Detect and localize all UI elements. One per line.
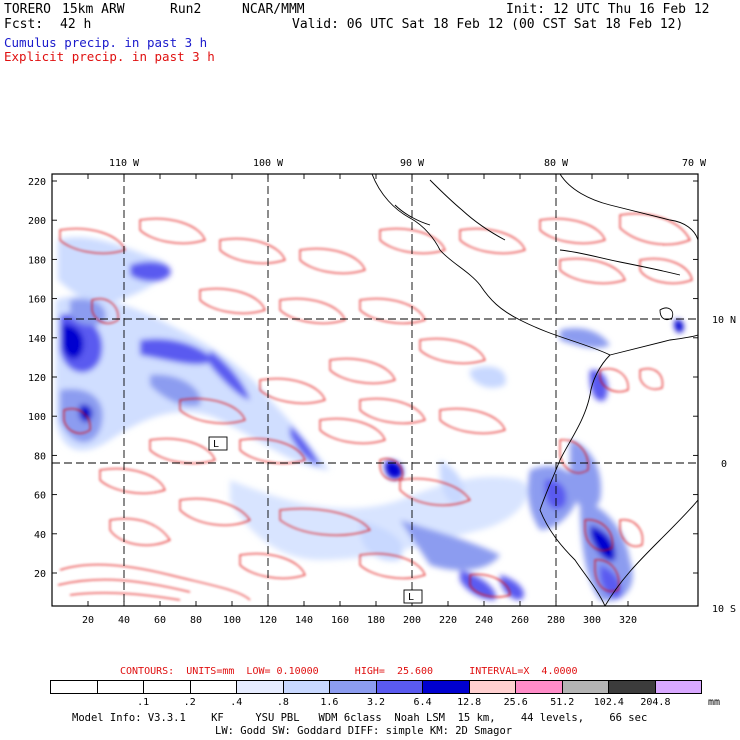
longitude-label: 100 W <box>253 158 284 169</box>
x-tick-label: 320 <box>619 615 637 626</box>
fcst-value: 42 h <box>60 17 92 32</box>
y-tick-label: 80 <box>34 451 46 462</box>
legend-swatch <box>469 681 516 693</box>
legend-value: 12.8 <box>457 697 482 708</box>
x-tick-label: 220 <box>439 615 457 626</box>
fcst-label: Fcst: <box>4 17 44 32</box>
legend-swatch <box>144 681 191 693</box>
field-explicit-title: Explicit precip. in past 3 h <box>4 49 215 64</box>
field-cumulus-title: Cumulus precip. in past 3 h <box>4 35 208 50</box>
legend-unit: mm <box>708 697 721 708</box>
y-tick-label: 160 <box>28 295 46 306</box>
y-tick-label: 40 <box>34 530 46 541</box>
svg-text:L: L <box>408 592 414 603</box>
legend-swatch <box>237 681 284 693</box>
legend-swatch <box>283 681 330 693</box>
legend-swatch <box>97 681 144 693</box>
x-tick-label: 20 <box>82 615 94 626</box>
color-legend <box>50 680 702 694</box>
legend-value: 3.2 <box>366 697 386 708</box>
x-tick-label: 60 <box>154 615 166 626</box>
model-info-line1: Model Info: V3.3.1 KF YSU PBL WDM 6class… <box>72 712 648 724</box>
valid-time: Valid: 06 UTC Sat 18 Feb 12 (00 CST Sat … <box>292 17 684 32</box>
legend-value: 1.6 <box>320 697 339 708</box>
x-tick-label: 140 <box>295 615 313 626</box>
x-tick-label: 280 <box>547 615 565 626</box>
legend-value: 204.8 <box>640 697 671 708</box>
legend-swatch <box>609 681 656 693</box>
x-tick-label: 100 <box>223 615 241 626</box>
legend-swatch <box>655 681 701 693</box>
svg-text:L: L <box>213 439 219 450</box>
legend-value: 51.2 <box>550 697 575 708</box>
latitude-label: 10 S <box>712 604 736 615</box>
legend-swatch <box>516 681 563 693</box>
legend-swatch <box>330 681 377 693</box>
explicit-precip-contours <box>57 213 693 601</box>
legend-swatch <box>423 681 470 693</box>
y-tick-label: 60 <box>34 491 46 502</box>
legend-swatch <box>51 681 98 693</box>
legend-value: .1 <box>137 697 150 708</box>
x-tick-label: 240 <box>475 615 493 626</box>
init-time: Init: 12 UTC Thu 16 Feb 12 <box>506 2 710 17</box>
longitude-label: 90 W <box>400 158 425 169</box>
contours-info: CONTOURS: UNITS=mm LOW= 0.10000 HIGH= 25… <box>120 666 578 677</box>
legend-value: .8 <box>276 697 289 708</box>
legend-value: 25.6 <box>503 697 528 708</box>
y-tick-label: 20 <box>34 569 46 580</box>
legend-labels: .1 .2 .4 .8 1.6 3.2 6.4 12.8 25.6 51.2 102.4 204.8 <box>50 697 702 709</box>
latitude-labels: 10 N 0 10 S <box>712 315 736 615</box>
y-tick-label: 180 <box>28 255 46 266</box>
y-tick-label: 220 <box>28 177 46 188</box>
y-grid-ticks: 220 200 180 160 140 120 100 80 60 40 20 <box>28 177 698 580</box>
legend-value: .2 <box>183 697 196 708</box>
low-marker-2: L <box>403 589 423 604</box>
low-marker-1: L <box>208 436 228 451</box>
run-label: Run2 <box>170 2 202 17</box>
y-tick-label: 120 <box>28 373 46 384</box>
legend-swatch <box>562 681 609 693</box>
y-tick-label: 200 <box>28 216 46 227</box>
model-name: TORERO <box>4 2 51 17</box>
coastline <box>371 174 698 606</box>
longitude-label: 80 W <box>544 158 569 169</box>
model-info-line2: LW: Godd SW: Goddard DIFF: simple KM: 2D… <box>215 725 513 737</box>
graticule <box>52 174 698 606</box>
map-frame <box>51 173 699 607</box>
precip-shading <box>56 237 684 601</box>
legend-value: 102.4 <box>593 697 624 708</box>
y-tick-label: 140 <box>28 334 46 345</box>
longitude-label: 110 W <box>109 158 140 169</box>
x-tick-label: 160 <box>331 615 349 626</box>
x-tick-label: 260 <box>511 615 529 626</box>
x-tick-label: 300 <box>583 615 601 626</box>
longitude-labels: 110 W 100 W 90 W 80 W 70 W <box>109 158 707 169</box>
x-tick-label: 80 <box>190 615 202 626</box>
latitude-label: 0 <box>721 459 727 470</box>
x-tick-label: 200 <box>403 615 421 626</box>
x-tick-label: 120 <box>259 615 277 626</box>
longitude-label: 70 W <box>682 158 707 169</box>
y-tick-label: 100 <box>28 412 46 423</box>
legend-swatch <box>190 681 237 693</box>
latitude-label: 10 N <box>712 315 736 326</box>
legend-value: .4 <box>230 697 243 708</box>
x-tick-label: 180 <box>367 615 385 626</box>
grid-label: 15km ARW <box>62 2 125 17</box>
x-grid-ticks: 20 40 60 80 100 120 140 160 180 200 220 240 260 280 30… <box>82 174 637 626</box>
x-tick-label: 40 <box>118 615 130 626</box>
org-label: NCAR/MMM <box>242 2 305 17</box>
legend-value: 6.4 <box>413 697 432 708</box>
legend-swatch <box>376 681 423 693</box>
